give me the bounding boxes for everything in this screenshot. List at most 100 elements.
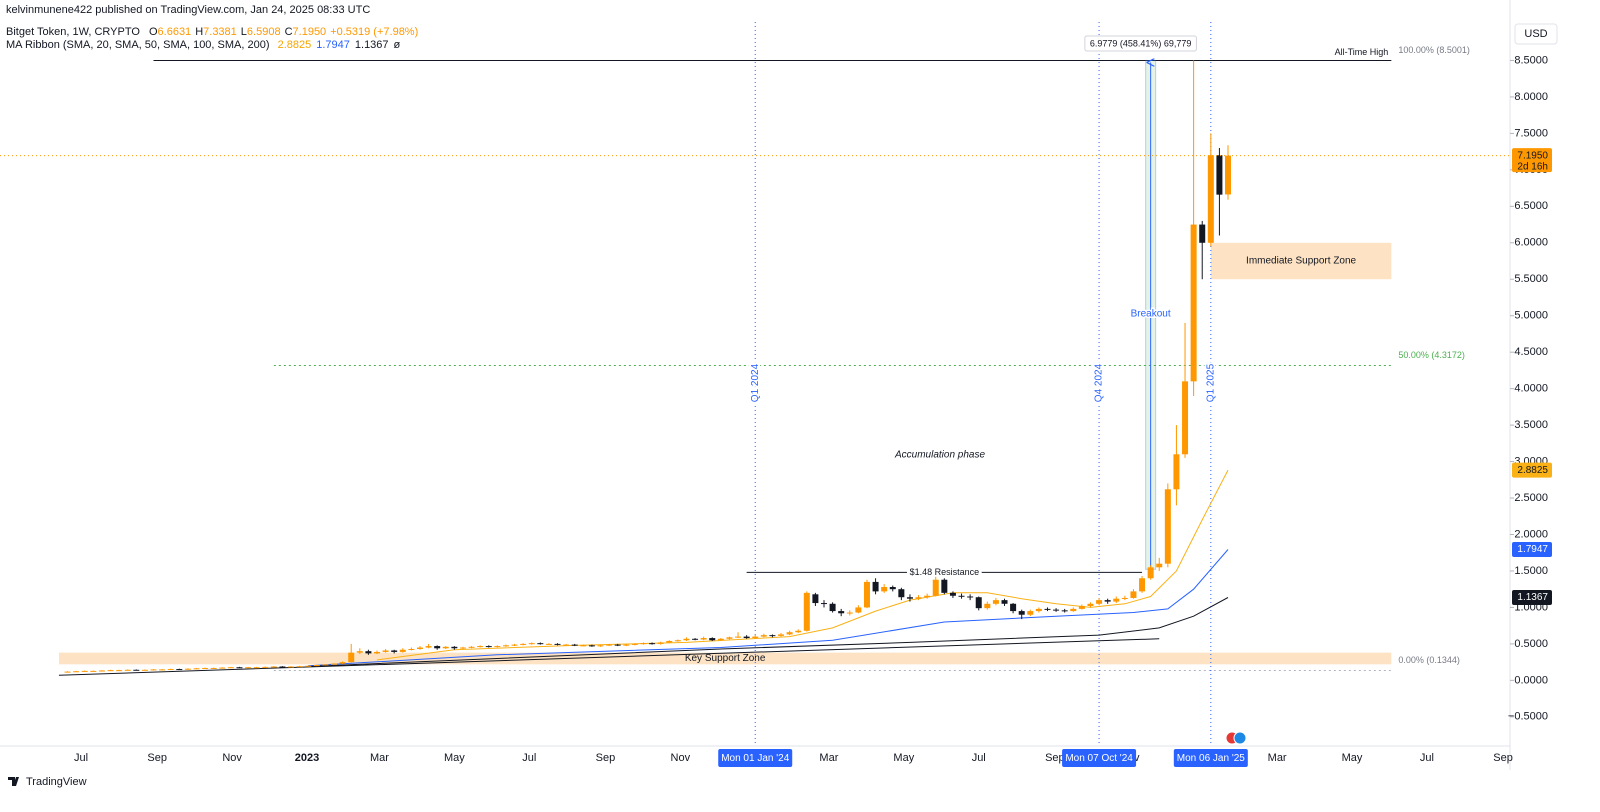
ma-line xyxy=(308,549,1229,667)
candle-body xyxy=(107,670,114,672)
candle-body xyxy=(1018,611,1025,615)
candle-body xyxy=(838,611,845,614)
candle-body xyxy=(666,640,673,643)
marker-text: Q1 2025 xyxy=(1205,363,1216,402)
candle-body xyxy=(339,662,346,664)
candle-body xyxy=(459,647,466,649)
flags-icon xyxy=(1225,731,1247,745)
candle-body xyxy=(623,644,630,646)
candle-body xyxy=(1130,591,1137,598)
y-tick-label: 1.5000 xyxy=(1514,565,1548,577)
candle-body xyxy=(992,600,999,604)
x-tick-label: Sep xyxy=(596,752,616,764)
ma-value: 1.1367 xyxy=(354,39,389,51)
candle-body xyxy=(1225,155,1232,195)
price-label-box xyxy=(1512,541,1552,557)
candle-body xyxy=(81,670,88,672)
marker-date: Mon 06 Jan '25 xyxy=(1177,753,1246,764)
ma-line xyxy=(376,469,1229,661)
candle-body xyxy=(1216,155,1223,195)
candle-body xyxy=(967,596,974,598)
candle-body xyxy=(322,664,329,666)
candle-body xyxy=(778,634,785,636)
candle-body xyxy=(477,646,484,648)
candle-body xyxy=(606,644,613,646)
candle-body xyxy=(528,643,535,645)
candle-body xyxy=(1121,597,1128,599)
candle-body xyxy=(1027,611,1034,615)
candle-body xyxy=(683,638,690,641)
candle-body xyxy=(846,612,853,614)
candle-body xyxy=(73,671,80,673)
candle-body xyxy=(262,666,269,668)
x-tick-label: Jul xyxy=(74,752,88,764)
x-tick-label: Jul xyxy=(972,752,986,764)
marker-date-box xyxy=(718,749,793,767)
candle-body xyxy=(1087,603,1094,606)
marker-date-box xyxy=(1173,749,1248,767)
y-tick-label: 0.0000 xyxy=(1514,674,1548,686)
candle-body xyxy=(752,636,759,639)
candle-body xyxy=(571,644,578,646)
marker-date-box xyxy=(1062,749,1137,767)
candle-body xyxy=(674,640,681,642)
candle-body xyxy=(416,647,423,650)
candle-body xyxy=(193,668,200,670)
candle-body xyxy=(855,607,862,613)
y-tick-label: 0.5000 xyxy=(1514,638,1548,650)
candle-body xyxy=(219,667,226,669)
ohlc-value: 7.3381 xyxy=(203,26,237,38)
candle-body xyxy=(1139,578,1146,592)
price-label-sub: 2d 16h xyxy=(1517,161,1548,172)
candle-body xyxy=(1147,567,1154,579)
candle-body xyxy=(270,666,277,668)
currency-button[interactable] xyxy=(1514,23,1558,45)
y-tick-label: 8.0000 xyxy=(1514,91,1548,103)
candle-body xyxy=(958,595,965,597)
x-tick-label: 2023 xyxy=(295,752,319,764)
candle-body xyxy=(124,669,131,671)
candle-body xyxy=(631,643,638,645)
candle-body xyxy=(176,669,183,671)
candle-body xyxy=(408,649,415,651)
price-label-box xyxy=(1512,462,1552,478)
candle-body xyxy=(236,667,243,669)
zone xyxy=(58,652,1392,665)
y-tick-label: 7.5000 xyxy=(1514,127,1548,139)
ma-line xyxy=(308,597,1229,667)
candle-body xyxy=(1035,608,1042,612)
trendline xyxy=(58,638,1160,676)
candle-body xyxy=(760,635,767,637)
marker-text: Q4 2024 xyxy=(1094,363,1105,402)
change: +0.5319 (+7.98%) xyxy=(330,26,419,38)
price-label: 1.7947 xyxy=(1517,544,1548,555)
candle-body xyxy=(915,597,922,599)
x-tick-label: May xyxy=(893,752,914,764)
ohlc-key: O xyxy=(148,26,158,38)
plot-area: Immediate Support Zone Key Support Zone 10… xyxy=(0,20,1510,746)
candle-body xyxy=(511,644,518,646)
candle-body xyxy=(356,651,363,653)
candle-body xyxy=(803,592,810,631)
y-tick-label: −0.5000 xyxy=(1508,711,1548,723)
level-name: All-Time High xyxy=(1335,47,1389,57)
y-tick-label: 6.5000 xyxy=(1514,200,1548,212)
candle-body xyxy=(98,670,105,672)
candle-body xyxy=(786,632,793,635)
candle-body xyxy=(812,594,819,604)
y-tick-label: 2.0000 xyxy=(1514,528,1548,540)
ma-name: MA Ribbon (SMA, 20, SMA, 50, SMA, 100, S… xyxy=(6,39,270,51)
candle-body xyxy=(494,646,501,648)
price-label-box xyxy=(1512,589,1552,605)
currency[interactable]: USD xyxy=(1524,28,1547,40)
candle-body xyxy=(1070,608,1077,612)
candle-body xyxy=(588,645,595,647)
candle-body xyxy=(545,643,552,645)
candle-body xyxy=(769,635,776,637)
price-label-box xyxy=(1512,148,1552,173)
candle-body xyxy=(1156,563,1163,568)
symbol: Bitget Token, 1W, CRYPTO xyxy=(6,26,140,38)
measure-text: Breakout xyxy=(1131,309,1171,320)
